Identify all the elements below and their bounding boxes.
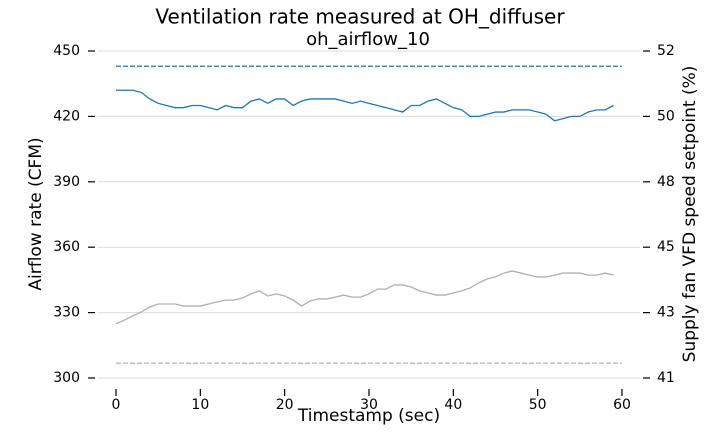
y2-tick-label: 41: [657, 370, 675, 386]
chart-subtitle: oh_airflow_10: [306, 29, 430, 50]
line-series: [116, 89, 614, 122]
x-tick-label: 60: [613, 397, 631, 413]
x-tick-label: 10: [191, 397, 209, 413]
y2-axis-label: Supply fan VFD speed setpoint (%): [680, 66, 700, 363]
y-tick-label: 390: [53, 174, 80, 190]
x-tick-label: 50: [529, 397, 547, 413]
line-series: [115, 270, 614, 325]
x-tick-label: 40: [444, 397, 462, 413]
y2-tick-label: 48: [657, 174, 675, 190]
x-tick-label: 30: [360, 397, 378, 413]
y-tick-label: 360: [53, 239, 80, 255]
x-axis-label: Timestamp (sec): [297, 406, 440, 426]
y2-tick-label: 43: [657, 305, 675, 321]
y-tick-label: 300: [53, 370, 80, 386]
y2-tick-label: 52: [657, 43, 675, 59]
chart-title: Ventilation rate measured at OH_diffuser: [155, 5, 565, 29]
y2-tick-label: 50: [657, 108, 675, 124]
y-tick-label: 330: [53, 305, 80, 321]
y-axis-label: Airflow rate (CFM): [26, 137, 46, 290]
x-tick-label: 20: [276, 397, 294, 413]
y-tick-label: 420: [53, 108, 80, 124]
y-tick-label: 450: [53, 43, 80, 59]
x-tick-label: 0: [112, 397, 121, 413]
y2-tick-label: 45: [657, 239, 675, 255]
